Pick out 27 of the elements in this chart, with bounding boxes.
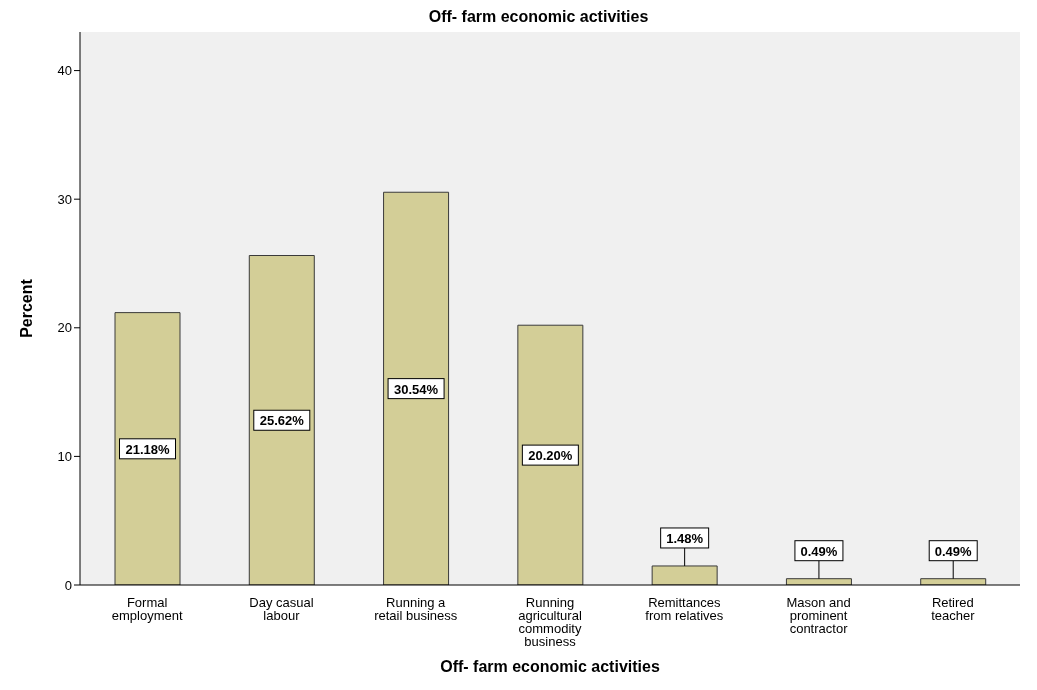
bar	[114, 312, 181, 585]
data-label: 25.62%	[259, 413, 305, 429]
x-tick-label: Formal employment	[111, 595, 183, 623]
data-label: 1.48%	[666, 530, 704, 546]
y-tick-label: 40	[57, 63, 72, 79]
x-axis-title: Off- farm economic activities	[440, 658, 660, 675]
chart-title: Off- farm economic activities	[427, 8, 650, 27]
x-tick-label: Running agricultural commodity business	[518, 595, 582, 649]
data-label: 30.54%	[394, 381, 439, 397]
data-label: 21.18%	[125, 441, 170, 457]
x-tick-label: Retired teacher	[931, 595, 976, 623]
bar	[248, 255, 315, 585]
x-tick-label: Day casual labour	[249, 595, 314, 623]
y-axis-title: Percent	[17, 278, 35, 338]
data-label: 0.49%	[934, 543, 973, 559]
bar	[383, 191, 450, 585]
y-tick-label: 0	[64, 577, 72, 593]
bar	[651, 565, 718, 585]
x-tick-label: Remittances from relatives	[645, 595, 724, 623]
y-tick-label: 10	[57, 449, 72, 465]
x-tick-label: Mason and prominent contractor	[786, 595, 851, 636]
y-tick-label: 20	[57, 320, 72, 336]
y-tick-label: 30	[57, 191, 72, 207]
data-label: 20.20%	[528, 448, 573, 464]
data-label: 0.49%	[800, 543, 838, 559]
bar	[517, 324, 584, 585]
x-tick-label: Running a retail business	[374, 595, 458, 623]
